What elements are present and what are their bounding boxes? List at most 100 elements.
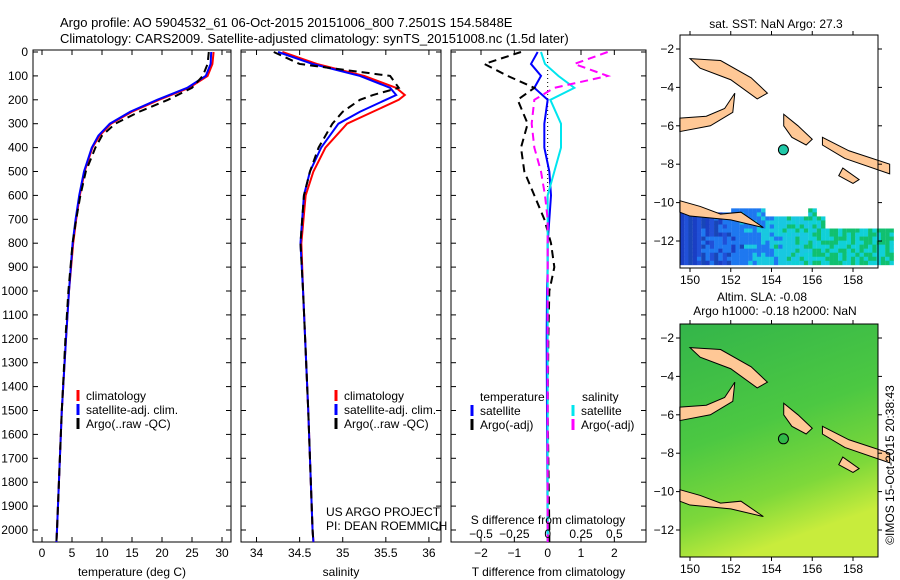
land-mass: [838, 456, 861, 473]
sst-cell: [795, 248, 800, 254]
sst-cell: [868, 244, 873, 250]
sst-cell: [889, 256, 894, 262]
sst-cell: [765, 232, 770, 237]
sst-cell: [782, 240, 787, 246]
sst-cell: [795, 252, 800, 258]
legend-label: satellite: [581, 404, 622, 418]
sst-cell: [808, 212, 813, 217]
sst-cell: [756, 248, 762, 254]
sst-cell: [791, 220, 796, 225]
sst-cell: [833, 256, 839, 262]
y-tick-label: 2000: [1, 523, 28, 537]
sst-cell: [688, 260, 693, 266]
sst-cell: [679, 240, 685, 246]
sst-cell: [846, 228, 852, 233]
sst-cell: [829, 232, 834, 237]
y-tick-label: 800: [8, 236, 28, 250]
sst-cell: [812, 228, 817, 233]
sst-cell: [714, 260, 719, 266]
sst-cell: [752, 260, 757, 266]
sst-cell: [833, 240, 839, 246]
sst-cell: [743, 224, 749, 229]
sst-cell: [688, 236, 693, 241]
sst-cell: [803, 240, 809, 246]
sst-cell: [859, 260, 864, 266]
sst-cell: [842, 248, 847, 254]
x2-tick-label: −0.5: [469, 527, 493, 541]
sst-cell: [812, 236, 817, 241]
sst-cell: [701, 216, 706, 221]
sst-cell: [812, 212, 817, 217]
title-line1: Argo profile: AO 5904532_61 06-Oct-2015 …: [60, 15, 513, 30]
sst-cell: [709, 244, 715, 250]
sst-cell: [816, 228, 822, 233]
sst-cell: [885, 256, 890, 262]
sst-cell: [876, 248, 882, 254]
sst-cell: [756, 240, 762, 246]
map-y-tick-label: −2: [660, 42, 674, 56]
sst-cell: [863, 236, 869, 241]
sst-cell: [876, 256, 882, 262]
sst-cell: [833, 232, 839, 237]
sst-cell: [752, 244, 757, 250]
sst-cell: [872, 232, 877, 237]
sst-cell: [748, 208, 753, 213]
sst-cell: [722, 236, 727, 241]
sst-cell: [778, 216, 783, 221]
sst-cell: [709, 236, 715, 241]
sst-cell: [885, 228, 890, 233]
sst-cell: [756, 256, 762, 262]
map-y-tick-label: −4: [660, 369, 674, 383]
sst-cell: [782, 256, 787, 262]
sst-cell: [731, 220, 736, 225]
sst-cell: [838, 260, 843, 266]
imos-credit: ©IMOS 15-Oct-2015 20:38:43: [883, 385, 897, 545]
sst-cell: [889, 252, 894, 258]
sst-cell: [816, 252, 822, 258]
sst-cell: [808, 228, 813, 233]
x2-tick-label: 0.25: [569, 527, 593, 541]
sst-cell: [701, 260, 706, 266]
sst-cell: [876, 252, 882, 258]
sst-cell: [765, 228, 770, 233]
sst-cell: [808, 232, 813, 237]
sst-cell: [842, 236, 847, 241]
y-tick-label: 1300: [1, 356, 28, 370]
sst-cell: [846, 248, 852, 254]
sst-cell: [684, 232, 689, 237]
sst-cell: [743, 240, 749, 246]
map-sla_map: [676, 320, 891, 561]
sst-cell: [786, 260, 792, 266]
sst-cell: [701, 232, 706, 237]
s-argo-diff-line: [530, 51, 612, 542]
sst-cell: [821, 244, 826, 250]
sst-cell: [688, 220, 693, 225]
sst-cell: [889, 228, 894, 233]
sst-cell: [859, 244, 864, 250]
sst-cell: [743, 252, 749, 258]
sst-cell: [803, 256, 809, 262]
sst-cell: [812, 216, 817, 221]
x-tick-label: 15: [125, 546, 139, 560]
sst-cell: [714, 240, 719, 246]
sst-cell: [803, 260, 809, 266]
sst-cell: [812, 220, 817, 225]
sst-cell: [821, 248, 826, 254]
sst-cell: [889, 240, 894, 246]
sst-cell: [714, 248, 719, 254]
sst-cell: [846, 260, 852, 266]
sst-cell: [761, 244, 766, 250]
sst-cell: [872, 240, 877, 246]
sst-cell: [795, 256, 800, 262]
sst-cell: [795, 240, 800, 246]
map-y-tick-label: −4: [660, 80, 674, 94]
sst-cell: [726, 232, 732, 237]
legend-label: satellite-adj. clim.: [344, 403, 436, 417]
sst-cell: [846, 240, 852, 246]
x-axis-label: T difference from climatology: [472, 565, 626, 579]
sst-cell: [688, 224, 693, 229]
sst-cell: [838, 244, 843, 250]
sst-cell: [684, 240, 689, 246]
sst-cell: [880, 248, 886, 254]
sst-cell: [714, 244, 719, 250]
